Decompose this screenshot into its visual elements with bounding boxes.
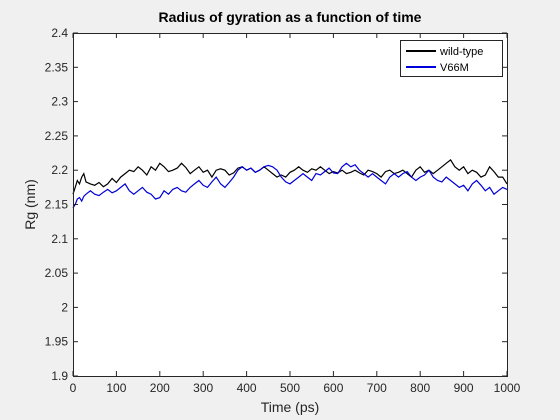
series-line-wild-type xyxy=(72,159,508,195)
x-axis-label: Time (ps) xyxy=(261,399,320,415)
y-tick-label: 2 xyxy=(61,300,68,314)
y-tick-label: 2.2 xyxy=(51,163,68,177)
x-tick-label: 400 xyxy=(237,381,257,395)
y-tick-label: 2.35 xyxy=(45,60,69,74)
x-tick-label: 100 xyxy=(106,381,126,395)
x-tick-label: 500 xyxy=(280,381,300,395)
y-tick-label: 2.05 xyxy=(45,266,69,280)
x-tick-label: 800 xyxy=(410,381,430,395)
y-tick-label: 2.4 xyxy=(51,26,68,40)
y-tick-label: 2.3 xyxy=(51,95,68,109)
y-axis-ticks: 1.9 1.95 2 2.05 2.1 2.15 2.2 2.25 2.3 2.35 2.4 xyxy=(45,26,507,383)
chart-title: Radius of gyration as a function of time xyxy=(159,9,422,25)
y-tick-label: 2.25 xyxy=(45,129,69,143)
series-layer xyxy=(72,159,508,209)
legend-label: wild-type xyxy=(439,46,483,58)
y-axis-label: Rg (nm) xyxy=(22,179,38,230)
y-tick-label: 2.1 xyxy=(51,232,68,246)
x-tick-label: 300 xyxy=(193,381,213,395)
x-tick-label: 200 xyxy=(150,381,170,395)
legend-label: V66M xyxy=(440,62,469,74)
x-tick-label: 600 xyxy=(323,381,343,395)
plot-area xyxy=(73,33,507,376)
x-tick-label: 900 xyxy=(454,381,474,395)
x-tick-label: 0 xyxy=(70,381,77,395)
series-line-v66m xyxy=(72,162,508,209)
y-tick-label: 2.15 xyxy=(45,198,69,212)
legend-box xyxy=(400,40,503,77)
x-axis-ticks: 0 100 200 300 400 500 600 700 800 900 1000 xyxy=(70,33,521,395)
legend: wild-type V66M xyxy=(400,40,503,77)
y-tick-label: 1.9 xyxy=(51,369,68,383)
x-tick-label: 700 xyxy=(367,381,387,395)
x-tick-label: 1000 xyxy=(494,381,521,395)
y-tick-label: 1.95 xyxy=(45,335,69,349)
